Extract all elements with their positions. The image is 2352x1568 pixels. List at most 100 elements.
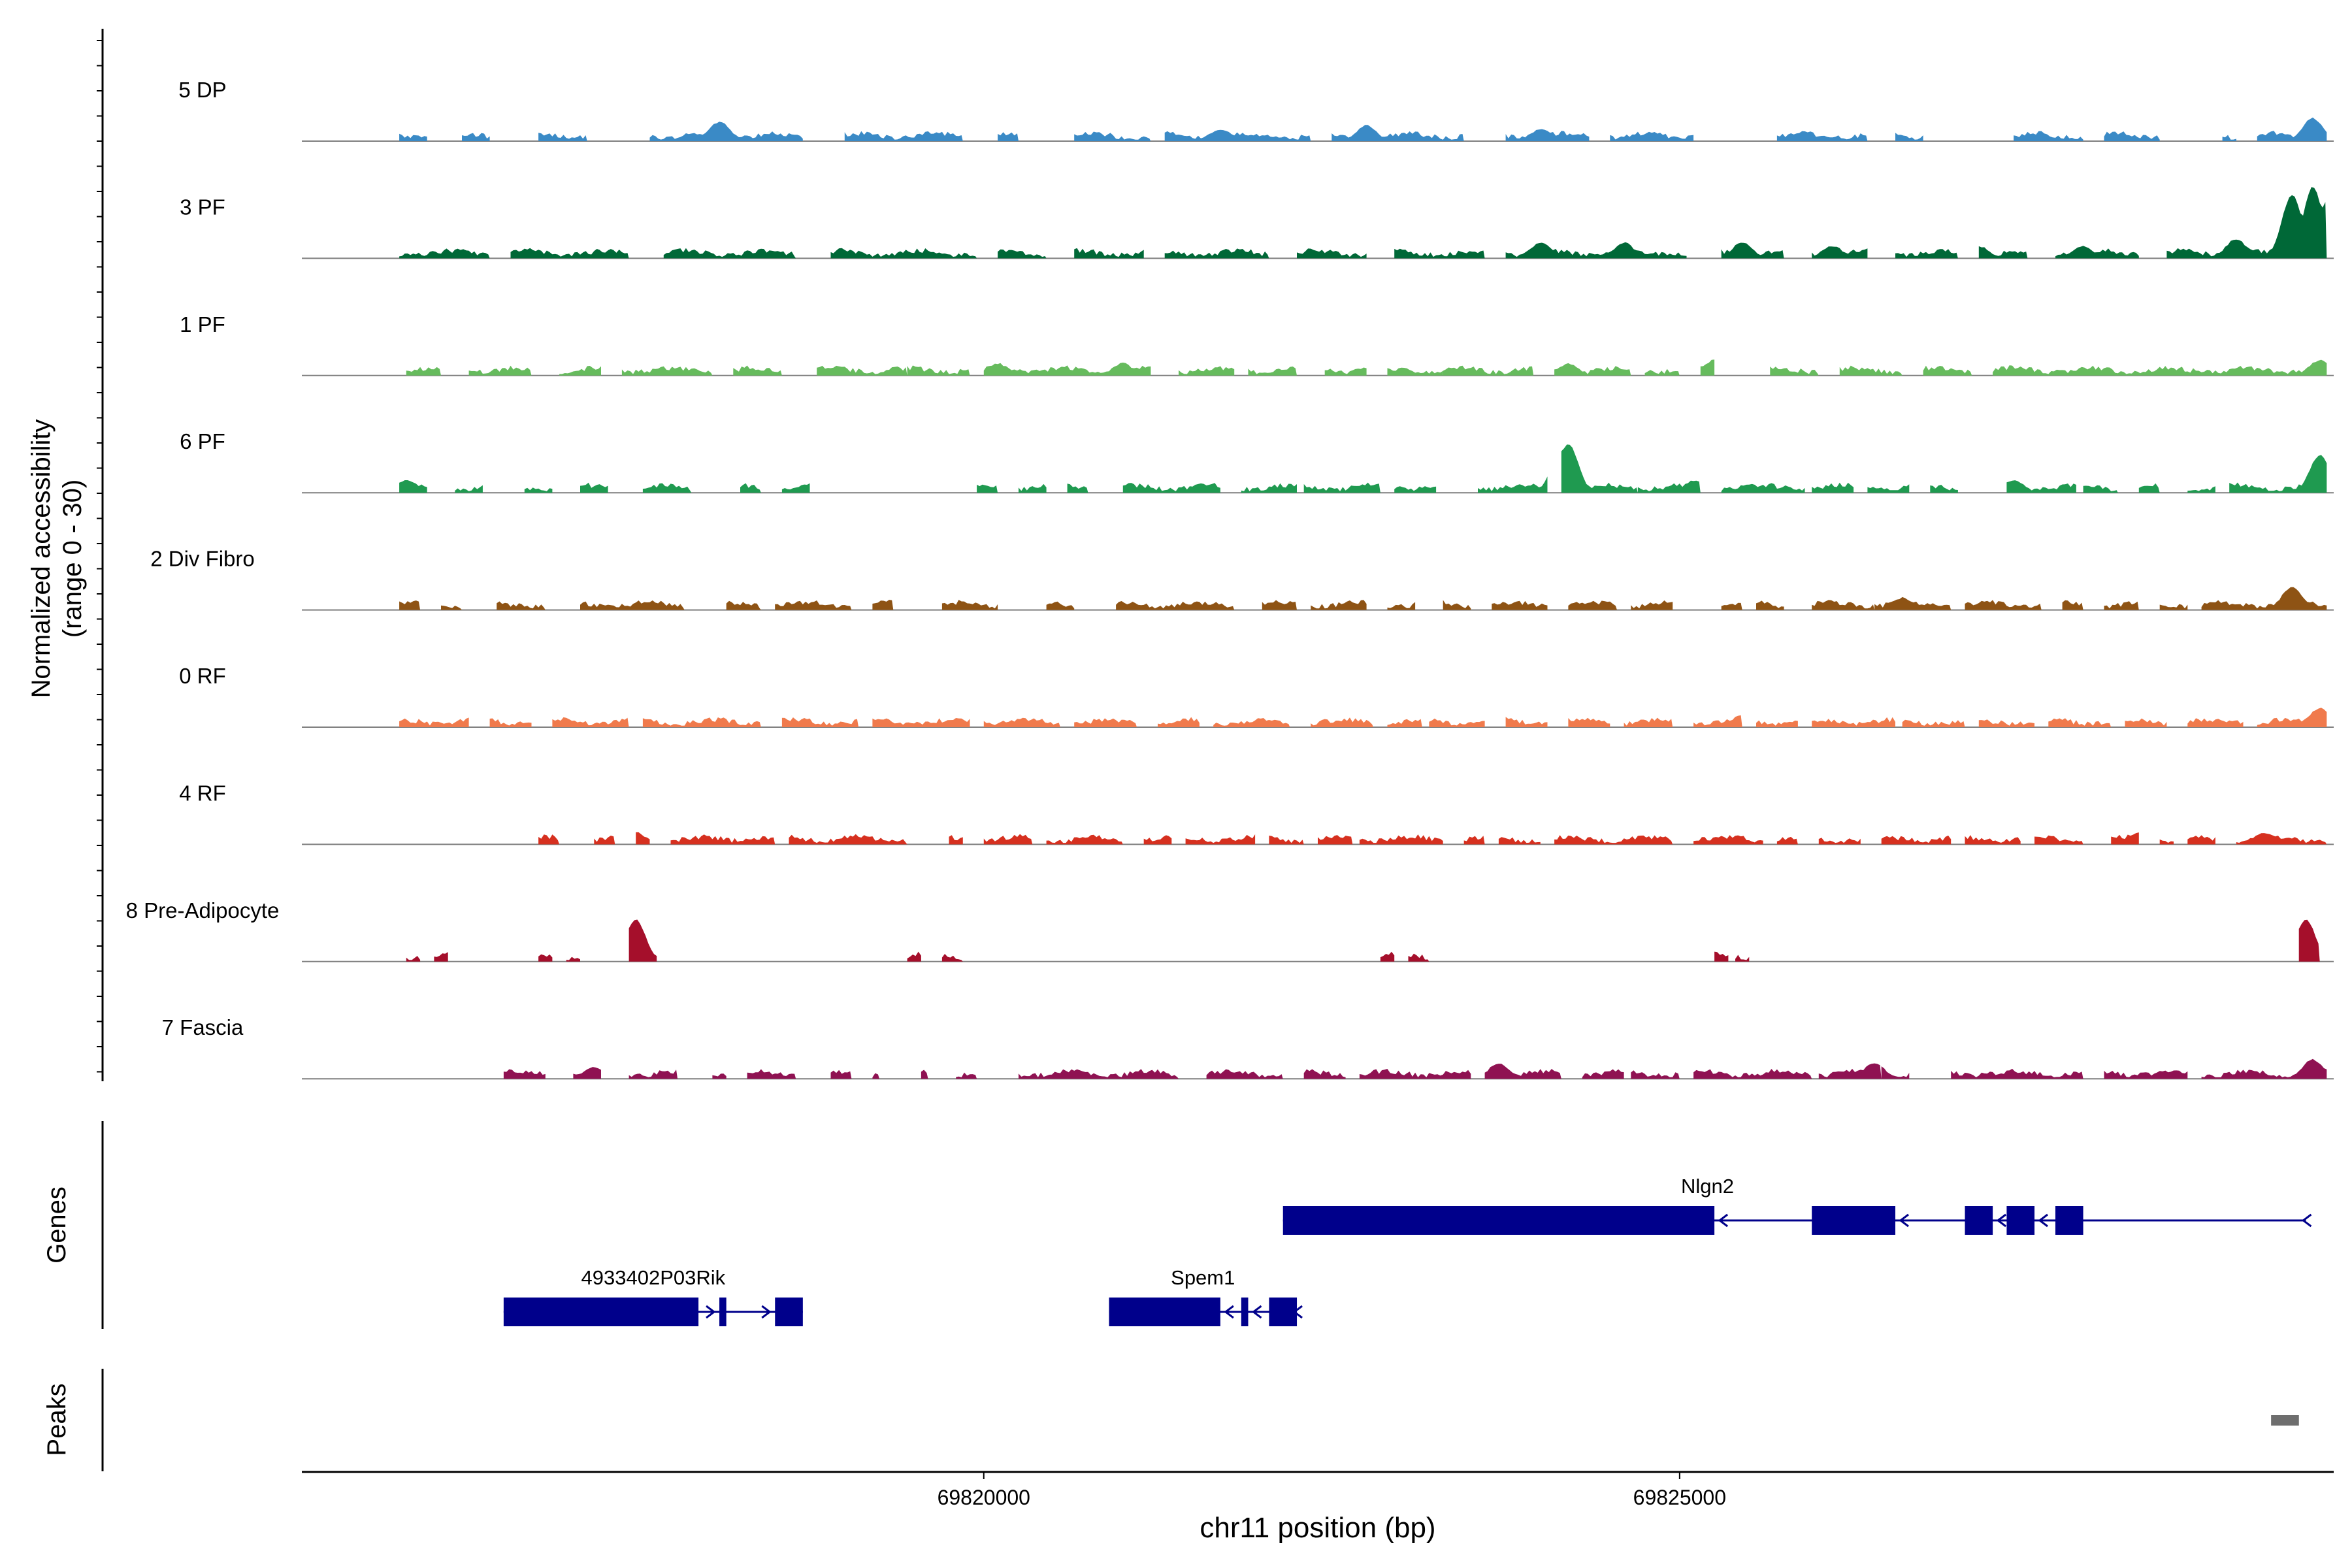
coverage-island (726, 600, 761, 610)
coverage-island (1839, 365, 1903, 376)
coverage-island (2229, 455, 2327, 493)
coverage-island (510, 248, 629, 259)
x-axis-ticks: 69820000 69825000 (938, 1472, 1726, 1509)
coverage-island (1387, 602, 1416, 610)
track-label: 5 DP (178, 78, 226, 102)
coverage-island (629, 919, 657, 962)
coverage-island (406, 367, 441, 376)
coverage-island (1478, 476, 1548, 493)
coverage-island (1269, 836, 1304, 845)
coverage-island (1463, 836, 1485, 845)
strand-arrow (761, 1305, 772, 1319)
coverage-island (642, 483, 692, 493)
coverage-island (1248, 367, 1297, 376)
coverage-island (1700, 359, 1715, 376)
coverage-island (1721, 602, 1742, 610)
coverage-island (497, 601, 546, 610)
coverage-island (781, 717, 859, 727)
coverage-island (712, 1073, 727, 1079)
track-1: 3 PF (180, 187, 2334, 259)
coverage-island (2257, 117, 2327, 141)
coverage-island (1554, 363, 1631, 376)
coverage-island (998, 249, 1047, 259)
coverage-island (2014, 131, 2083, 141)
gene-label: Spem1 (1171, 1266, 1235, 1289)
track-label: 2 Div Fibro (150, 547, 255, 571)
coverage-island (663, 248, 796, 259)
coverage-island (830, 248, 977, 259)
strand-arrow (706, 1305, 716, 1319)
coverage-island (2006, 480, 2076, 493)
gene-exon (775, 1298, 803, 1326)
coverage-island (1492, 600, 1548, 610)
coverage-island (1074, 718, 1137, 727)
gene-exon (1812, 1206, 1896, 1235)
coverage-island (670, 834, 776, 845)
coverage-island (399, 600, 421, 610)
track-label: 0 RF (179, 664, 226, 688)
coverage-island (1874, 596, 1952, 610)
coverage-island (2187, 486, 2215, 493)
coverage-island (1770, 367, 1819, 376)
coverage-island (406, 956, 421, 962)
strand-arrow (1996, 1213, 2007, 1228)
track-8: 7 Fascia (162, 1015, 2334, 1080)
coverage-island (2055, 246, 2139, 259)
coverage-island (1143, 835, 1172, 845)
coverage-island (1408, 953, 1429, 962)
coverage-island (1067, 483, 1088, 493)
coverage-island (1318, 835, 1353, 845)
gene-exon (1109, 1298, 1220, 1326)
coverage-island (747, 1069, 796, 1079)
coverage-island (817, 365, 907, 376)
coverage-island (941, 600, 998, 610)
coverage-island (1714, 951, 1729, 962)
coverage-island (1610, 131, 1694, 141)
coverage-island (1568, 600, 1617, 610)
coverage-island (1297, 248, 1367, 259)
coverage-island (907, 365, 970, 376)
coverage-island (649, 122, 803, 141)
coverage-island (2104, 1070, 2188, 1079)
coverage-island (2222, 135, 2236, 141)
coverage-island (1074, 248, 1144, 259)
coverage-island (434, 952, 448, 962)
coverage-island (1895, 249, 1958, 259)
coverage-island (1303, 482, 1380, 493)
coverage-island (1380, 951, 1395, 962)
coverage-island (1213, 718, 1290, 727)
coverage-island (1721, 242, 1784, 259)
gene-exon (2055, 1206, 2083, 1235)
coverage-island (1387, 719, 1422, 727)
coverage-island (1693, 1069, 1812, 1079)
coverage-island (2187, 718, 2244, 727)
strand-arrow (1718, 1213, 1728, 1228)
coverage-island (2034, 835, 2083, 845)
track-0: 5 DP (178, 78, 2334, 142)
coverage-island (1122, 483, 1220, 493)
coverage-island (1179, 366, 1235, 376)
y-axis-label-line1: Normalized accessibility (27, 419, 56, 698)
coverage-island (1484, 1064, 1561, 1079)
coverage-island (830, 1070, 852, 1079)
coverage-island (2166, 187, 2327, 259)
coverage-island (1164, 248, 1269, 259)
coverage-island (1311, 600, 1367, 610)
coverage-island (1637, 480, 1701, 493)
strand-arrow (1899, 1213, 1909, 1228)
peak-regions (2271, 1415, 2299, 1426)
coverage-island (642, 717, 761, 727)
coverage-island (441, 605, 462, 610)
coverage-island (2257, 708, 2327, 727)
coverage-island (872, 718, 970, 727)
coverage-island (983, 363, 1151, 376)
coverage-island (503, 1069, 546, 1079)
coverage-island (1505, 717, 1548, 727)
coverage-island (1324, 367, 1367, 376)
coverage-island (781, 483, 810, 493)
coverage-island (1644, 368, 1680, 376)
strand-arrow (1224, 1305, 1234, 1319)
gene-Nlgn2: Nlgn2 (1282, 1175, 2312, 1235)
coverage-island (1867, 484, 1910, 493)
